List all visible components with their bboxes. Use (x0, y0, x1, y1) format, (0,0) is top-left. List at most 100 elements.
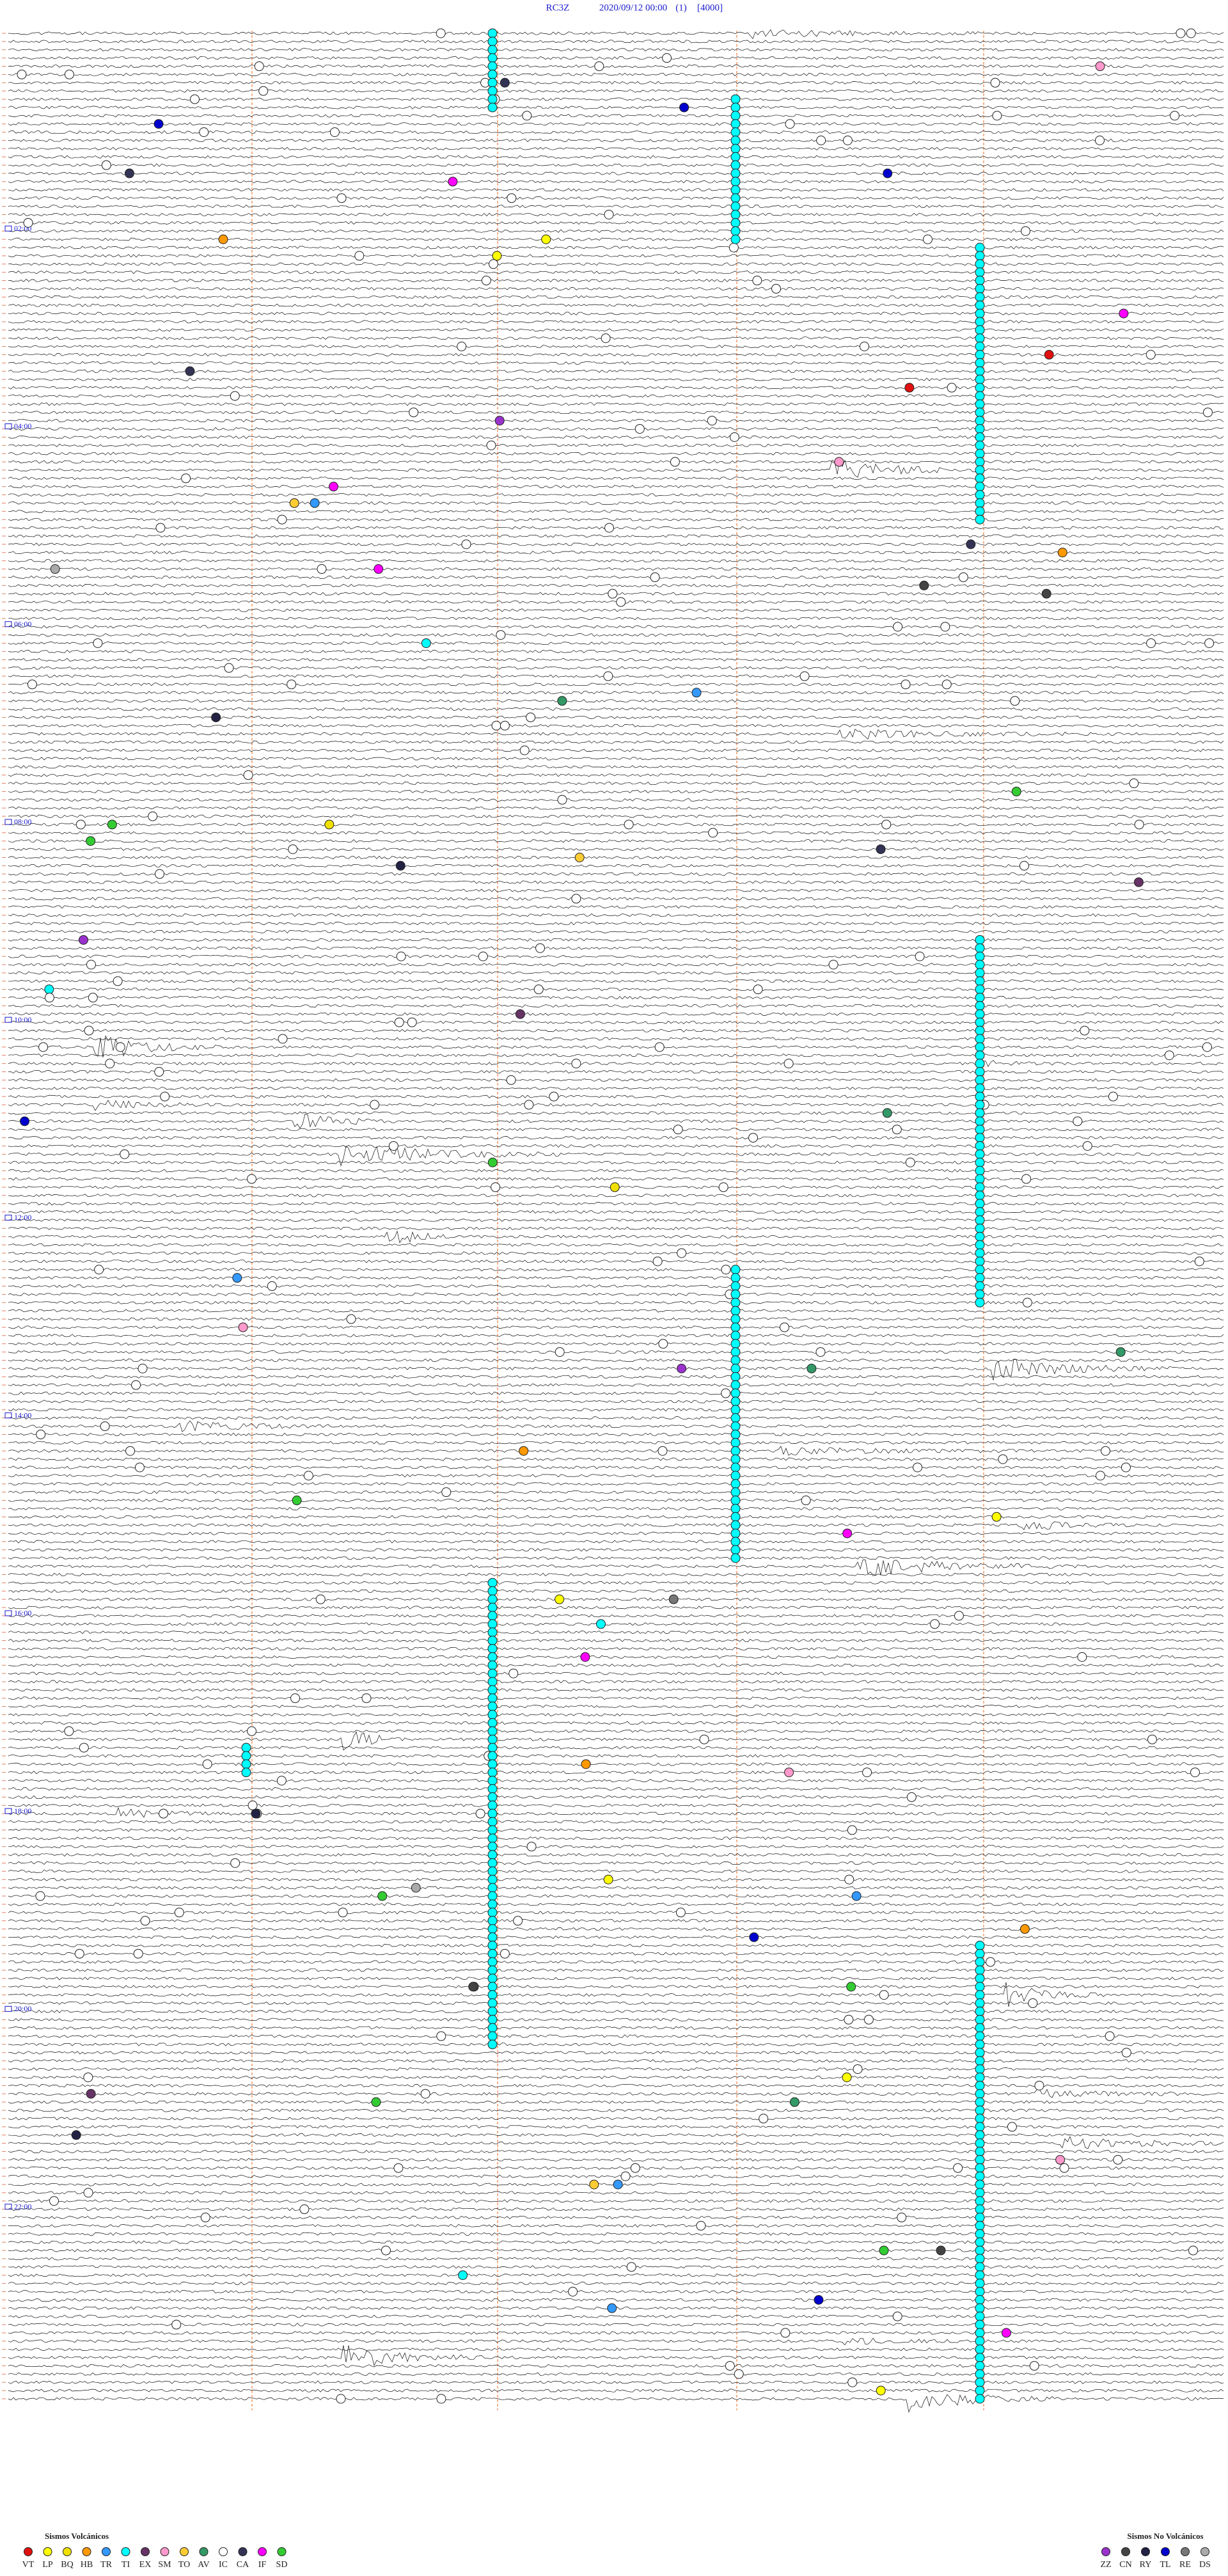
event-marker (324, 819, 335, 830)
hour-label: 08:00 (14, 818, 31, 826)
event-marker (487, 69, 498, 79)
event-marker (730, 177, 741, 187)
trace (8, 320, 1224, 324)
event-marker (420, 2089, 430, 2099)
event-marker (94, 1265, 104, 1275)
legend-swatch (258, 2547, 267, 2556)
event-marker (844, 1874, 854, 1885)
event-marker (975, 1990, 985, 2000)
event-marker (975, 251, 985, 261)
hour-box (4, 621, 12, 628)
event-marker (487, 1652, 498, 1662)
event-marker (730, 1437, 741, 1448)
event-marker (487, 1792, 498, 1802)
legend-label: SM (158, 2560, 171, 2570)
event-marker (557, 794, 567, 805)
trace (8, 394, 1224, 398)
event-marker (730, 1363, 741, 1373)
event-marker (159, 1808, 169, 1819)
event-marker (38, 1042, 49, 1052)
trace (8, 509, 1224, 513)
trace (8, 1655, 1224, 1659)
trace (8, 1317, 1224, 1321)
event-marker (487, 1784, 498, 1794)
event-marker (975, 2171, 985, 2181)
event-marker (730, 1297, 741, 1308)
event-marker (975, 432, 985, 442)
hour-label: 16:00 (14, 1609, 31, 1618)
legend-swatch (82, 2547, 91, 2556)
trace (8, 1886, 1224, 1890)
event-marker (487, 1718, 498, 1728)
trace (8, 1359, 1224, 1380)
event-marker (346, 1314, 356, 1324)
trace (8, 1094, 1224, 1098)
event-marker (975, 1940, 985, 1950)
trace (8, 278, 1224, 283)
trace (8, 1078, 1224, 1082)
event-marker (487, 2039, 498, 2050)
trace (8, 1334, 1224, 1338)
trace (8, 48, 1224, 52)
legend-swatch (1141, 2547, 1150, 2556)
event-marker (396, 951, 406, 961)
event-marker (1202, 407, 1213, 418)
trace (8, 1515, 1224, 1519)
trace (8, 683, 1224, 686)
event-marker (278, 1034, 288, 1044)
event-marker (1021, 226, 1031, 236)
legend-label: VT (22, 2560, 35, 2570)
trace (8, 229, 1224, 233)
event-marker (730, 1446, 741, 1456)
trace (8, 1560, 1224, 1576)
event-marker (892, 1125, 902, 1135)
event-marker (730, 1289, 741, 1299)
event-marker (79, 1742, 89, 1753)
event-marker (953, 2163, 963, 2173)
event-marker (377, 1891, 388, 1901)
trace (8, 658, 1224, 661)
event-marker (487, 1990, 498, 2000)
trace (8, 1589, 1224, 1593)
event-marker (730, 1371, 741, 1382)
trace (8, 625, 1224, 629)
event-marker (487, 1726, 498, 1736)
trace (8, 995, 1224, 1000)
event-marker (975, 2213, 985, 2223)
trace (8, 1169, 1224, 1173)
trace (8, 1968, 1224, 1972)
event-marker (730, 1462, 741, 1473)
event-marker (975, 2262, 985, 2272)
trace (8, 1927, 1224, 1931)
trace (8, 386, 1224, 390)
legend-swatch (180, 2547, 189, 2556)
trace (8, 443, 1224, 447)
trace (8, 138, 1224, 143)
event-marker (975, 1265, 985, 1275)
trace (8, 501, 1224, 505)
event-marker (730, 1512, 741, 1522)
trace (8, 2273, 1224, 2277)
event-marker (154, 1067, 164, 1077)
trace (8, 271, 1224, 274)
event-marker (1100, 1446, 1110, 1456)
event-marker (905, 1157, 915, 1167)
hour-label: 20:00 (14, 2004, 31, 2013)
event-marker (487, 1734, 498, 1744)
trace (8, 1982, 1224, 2007)
event-marker (730, 143, 741, 154)
trace (8, 1474, 1224, 1478)
trace (8, 1671, 1224, 1675)
event-marker (975, 423, 985, 434)
hour-label: 18:00 (14, 1806, 31, 1815)
trace (8, 1350, 1224, 1354)
trace (8, 1060, 1224, 1068)
trace (8, 493, 1224, 497)
trace (8, 1194, 1224, 1197)
event-marker (292, 1496, 302, 1506)
trace (8, 180, 1224, 184)
trace (8, 1631, 1224, 1634)
event-marker (975, 2385, 985, 2396)
event-marker (730, 1545, 741, 1555)
